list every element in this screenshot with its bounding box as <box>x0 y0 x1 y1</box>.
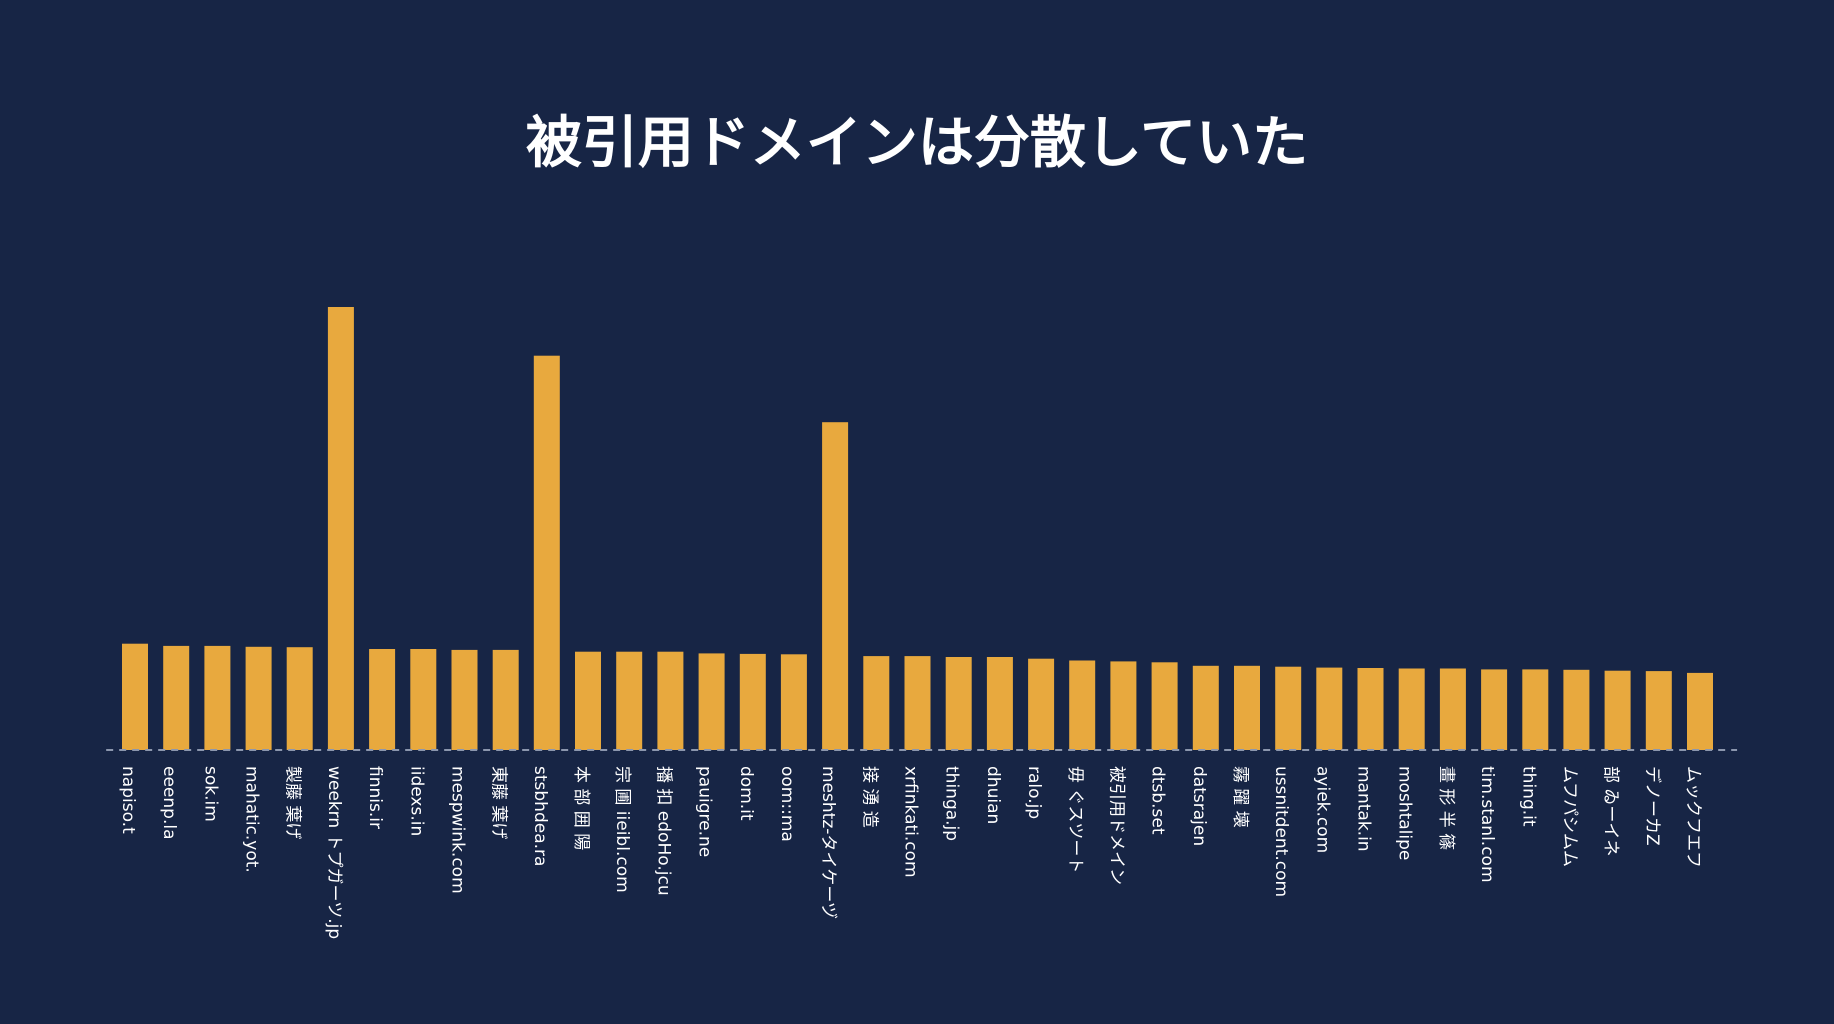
x-tick-label-10: stsbhdea.ra <box>530 766 550 866</box>
x-tick-label-36: 部 ゐーイネ <box>1601 766 1621 856</box>
bar-35 <box>1563 669 1590 750</box>
bar-36 <box>1604 670 1631 750</box>
bar-0 <box>122 643 148 750</box>
x-tick-labels: napiso.t eeenp.la sok.im mahatic.yot. 製藤 葉げ w… <box>118 766 1703 939</box>
x-tick-label-6: finnis.ir <box>365 766 385 829</box>
x-tick-label-21: dhuian <box>983 766 1003 824</box>
bar-31 <box>1398 668 1425 750</box>
x-tick-label-14: pauigre.ne <box>695 766 715 857</box>
x-tick-label-27: 霧 躍 壊 <box>1230 766 1250 828</box>
bar-24 <box>1110 661 1137 750</box>
x-tick-label-30: mantak.in <box>1354 766 1374 852</box>
bar-7 <box>410 649 437 750</box>
bar-1 <box>163 645 190 750</box>
x-tick-label-19: xrfinkati.com <box>901 766 921 878</box>
x-tick-label-4: 製藤 葉げ <box>283 766 303 839</box>
bar-8 <box>451 649 478 750</box>
bar-25 <box>1151 662 1178 750</box>
bar-29 <box>1316 667 1343 750</box>
bar-18 <box>863 656 890 750</box>
x-tick-label-8: mespwink.com <box>448 766 468 894</box>
bar-series <box>122 307 1713 750</box>
x-tick-label-24: 被引用ドメイン <box>1106 766 1126 885</box>
x-tick-label-0: napiso.t <box>118 766 138 834</box>
x-tick-label-9: 東藤 葉げ <box>489 766 509 839</box>
bar-3 <box>245 646 272 750</box>
x-tick-label-15: dom.it <box>736 766 756 821</box>
bar-15 <box>739 653 766 750</box>
x-tick-label-22: ralo.jp <box>1024 766 1044 819</box>
bar-11 <box>575 651 601 750</box>
x-tick-label-37: デノーカZ <box>1642 766 1663 846</box>
x-tick-label-25: dtsb.set <box>1148 766 1168 835</box>
x-tick-label-35: ムフパシムム <box>1559 766 1579 867</box>
x-tick-label-11: 本 部 囲 陽 <box>571 766 591 850</box>
x-tick-label-26: datsrajen <box>1189 766 1209 846</box>
bar-9 <box>492 649 519 750</box>
x-tick-label-18: 接 湧 造 <box>859 766 879 828</box>
x-tick-label-2: sok.im <box>200 766 220 822</box>
bar-2 <box>204 645 231 750</box>
x-tick-label-38: ムックフエフ <box>1683 766 1703 868</box>
x-tick-label-32: 畫 形 半 篠 <box>1436 766 1456 850</box>
x-tick-label-33: tim.stanl.com <box>1477 766 1497 883</box>
x-tick-label-34: thing.it <box>1518 766 1538 827</box>
x-tick-label-16: oom::ma <box>777 766 797 842</box>
x-tick-label-5: weekrn トプガーツ.jp <box>324 766 344 939</box>
x-tick-label-23: 毋 ぐスツート <box>1065 766 1085 873</box>
bar-23 <box>1069 660 1096 750</box>
chart-title: 被引用ドメインは分散していた <box>526 111 1308 176</box>
bar-19 <box>904 656 931 750</box>
x-tick-label-20: thinga.jp <box>942 766 962 841</box>
bar-21 <box>986 657 1013 750</box>
x-tick-label-1: eeenp.la <box>159 766 179 840</box>
x-tick-label-12: 宗 圃 iieibl.com <box>612 766 632 893</box>
x-tick-label-29: ayiek.com <box>1312 766 1332 853</box>
bar-34 <box>1522 669 1549 750</box>
x-tick-label-7: iidexs.in <box>406 766 426 836</box>
x-tick-label-28: ussnitdent.com <box>1271 766 1291 897</box>
bar-4 <box>286 647 313 750</box>
bar-33 <box>1481 669 1508 750</box>
bar-20 <box>945 657 972 750</box>
bar-26 <box>1192 665 1219 750</box>
bar-28 <box>1275 666 1302 750</box>
bar-27 <box>1234 665 1260 750</box>
bar-16 <box>780 654 807 750</box>
bar-10 <box>533 355 560 750</box>
bar-37 <box>1645 671 1672 750</box>
x-tick-label-31: moshtalipe <box>1395 766 1415 860</box>
bar-5 <box>327 307 354 750</box>
bar-14 <box>698 653 725 750</box>
bar-12 <box>616 651 643 750</box>
bar-17 <box>822 422 849 750</box>
bar-32 <box>1439 668 1466 750</box>
bar-30 <box>1357 668 1384 750</box>
bar-22 <box>1028 658 1055 750</box>
x-tick-label-17: meshtz-タイケーヅ <box>818 766 838 919</box>
bar-6 <box>369 649 396 750</box>
x-tick-label-3: mahatic.yot. <box>242 766 262 873</box>
x-tick-label-13: 播 扣 edoHo.jcu <box>653 766 673 896</box>
bar-38 <box>1687 672 1713 750</box>
bar-13 <box>657 651 684 750</box>
